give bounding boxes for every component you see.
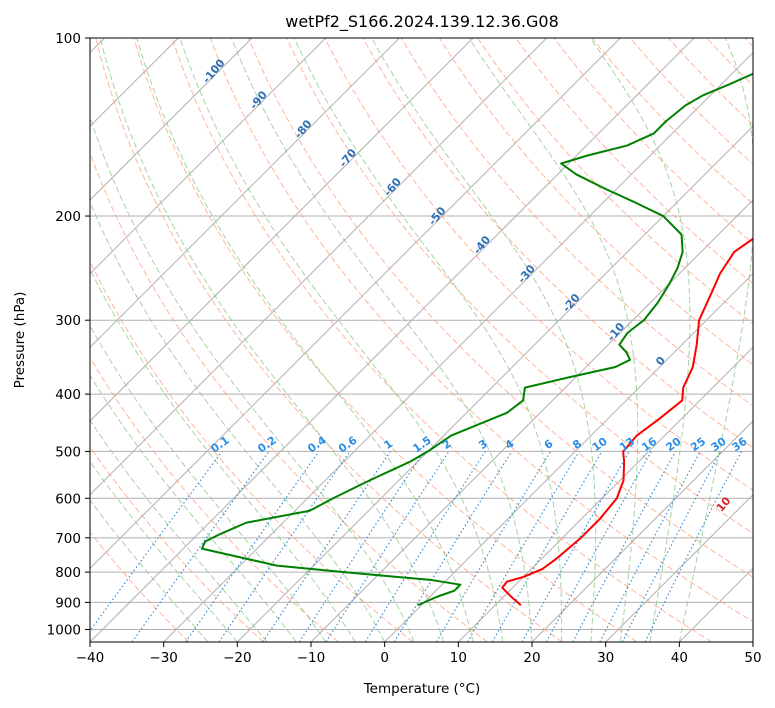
- x-tick-label: 0: [380, 650, 389, 666]
- x-tick-label: 20: [523, 650, 540, 666]
- chart-title: wetPf2_S166.2024.139.12.36.G08: [285, 12, 559, 32]
- moist-adiabat-line: [231, 38, 533, 642]
- mixing-ratio-line: [435, 451, 552, 642]
- moist-adiabat-line: [371, 38, 597, 642]
- y-tick-label: 500: [55, 444, 81, 460]
- y-tick-label: 800: [55, 565, 81, 581]
- isotherm-line: [90, 38, 253, 201]
- dry-adiabat-line: [477, 38, 753, 325]
- mixing-ratio-line: [572, 451, 677, 642]
- dry-adiabat-line: [324, 38, 753, 491]
- dry-adiabat-line: [248, 38, 753, 578]
- dry-adiabat-line: [515, 38, 753, 285]
- dry-adiabat-line: [286, 38, 753, 534]
- isotherm-line: [236, 125, 753, 642]
- adiabat-lines: [90, 38, 753, 642]
- dewpoint-profile: [200, 72, 753, 607]
- dry-adiabat-line: [438, 38, 753, 366]
- moist-adiabat-line: [293, 38, 563, 642]
- dry-adiabat-line: [400, 38, 753, 407]
- mixing-ratio-line: [491, 451, 603, 642]
- isotherm-line: [163, 51, 753, 642]
- dry-adiabat-line: [90, 151, 488, 642]
- isotherm-line: [90, 38, 327, 275]
- dry-adiabat-line: [90, 531, 190, 642]
- moist-adiabat-line: [468, 38, 639, 642]
- isotherm-line: [384, 272, 753, 642]
- moist-adiabat-line: [90, 419, 268, 642]
- x-tick-label: 30: [597, 650, 614, 666]
- x-tick-label: −20: [223, 650, 252, 666]
- moist-adiabat-line: [136, 38, 474, 642]
- y-tick-label: 700: [55, 531, 81, 547]
- moist-adiabat-line: [90, 374, 297, 642]
- isotherm-line: [310, 199, 753, 642]
- mixing-ratio-line: [393, 451, 513, 642]
- mixing-ratio-line: [364, 451, 486, 642]
- axis-ticks: −40 −30 −20 −10 0 10 20 30 40 50 100 200 300 400 500 60…: [47, 31, 762, 666]
- x-axis-label: Temperature (°C): [363, 681, 481, 697]
- isotherm-line: [605, 493, 753, 642]
- moist-adiabat-line: [90, 324, 327, 642]
- y-tick-label: 300: [55, 313, 81, 329]
- dry-adiabat-line: [362, 38, 753, 449]
- isotherm-line: [90, 38, 695, 642]
- moist-adiabat-line: [90, 200, 386, 642]
- moist-adiabat-line: [678, 38, 753, 642]
- mixing-ratio-line: [521, 451, 630, 642]
- dry-adiabat-line: [90, 260, 414, 642]
- isotherm-line: [457, 346, 753, 642]
- isotherm-line: [531, 420, 753, 642]
- y-tick-label: 1000: [47, 622, 81, 638]
- y-tick-label: 400: [55, 387, 81, 403]
- mixing-ratio-line: [218, 451, 351, 642]
- dry-adiabat-line: [629, 38, 753, 165]
- moist-adiabat-line: [179, 38, 504, 642]
- moist-adiabat-line: [589, 38, 691, 642]
- y-axis-label: Pressure (hPa): [12, 292, 28, 389]
- dry-adiabat-line: [95, 38, 563, 642]
- x-tick-label: 40: [671, 650, 688, 666]
- dry-adiabat-line: [591, 38, 753, 205]
- dry-adiabat-line: [133, 38, 638, 642]
- plot-frame: [89, 37, 754, 643]
- moist-adiabat-line: [99, 38, 445, 642]
- sounding-profiles: [200, 72, 753, 607]
- mixing-ratio-line: [466, 451, 580, 642]
- y-tick-label: 100: [55, 31, 81, 47]
- x-tick-label: −30: [149, 650, 178, 666]
- y-tick-label: 900: [55, 595, 81, 611]
- mixing-ratio-line: [131, 451, 270, 642]
- mixing-ratio-line: [90, 451, 223, 632]
- grid-lines: [90, 38, 753, 642]
- isotherm-line: [90, 38, 548, 496]
- y-tick-label: 600: [55, 491, 81, 507]
- temperature-profile: [501, 237, 753, 606]
- dry-adiabat-line: [90, 356, 339, 642]
- y-tick-label: 200: [55, 209, 81, 225]
- x-tick-label: −40: [76, 650, 105, 666]
- isotherm-line: [90, 38, 621, 570]
- isotherm-line: [90, 38, 474, 422]
- mixing-ratio-lines: [90, 451, 743, 642]
- isotherm-line: [90, 38, 400, 349]
- x-tick-label: 10: [450, 650, 467, 666]
- x-tick-label: −10: [297, 650, 326, 666]
- mixing-ratio-line: [325, 451, 450, 642]
- moist-adiabat-line: [90, 115, 415, 642]
- x-tick-label: 50: [744, 650, 761, 666]
- mixing-ratio-line: [545, 451, 652, 642]
